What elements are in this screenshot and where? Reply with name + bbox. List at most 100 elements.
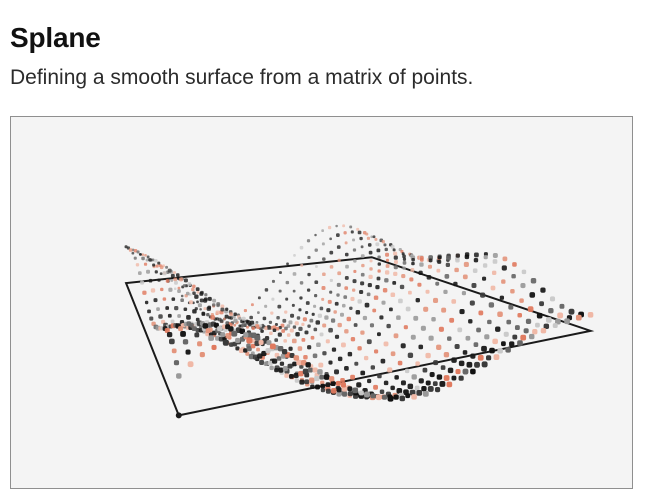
surface-point: [302, 317, 307, 322]
surface-point: [285, 297, 289, 301]
surface-point: [197, 341, 203, 347]
surface-point: [454, 343, 460, 350]
surface-point: [360, 330, 365, 335]
surface-point: [320, 387, 326, 393]
surface-point: [142, 290, 147, 295]
surface-point: [437, 259, 442, 264]
surface-point: [330, 381, 336, 387]
surface-point: [350, 337, 356, 342]
surface-point: [325, 339, 330, 344]
surface-point: [415, 361, 420, 366]
surface-point: [148, 278, 153, 283]
surface-point: [454, 267, 459, 273]
surface-point: [304, 379, 310, 385]
surface-point: [394, 375, 399, 380]
surface-point: [445, 262, 451, 267]
surface-point: [447, 336, 452, 341]
surface-point: [474, 361, 480, 368]
surface-point: [481, 345, 487, 352]
surface-point: [426, 274, 432, 280]
surface-point: [292, 325, 297, 329]
surface-point: [300, 359, 307, 366]
surface-point: [480, 292, 486, 298]
surface-point: [260, 329, 264, 333]
surface-point: [345, 264, 349, 269]
surface-point: [432, 297, 439, 303]
surface-point: [231, 330, 238, 337]
surface-point: [334, 369, 340, 375]
surface-point: [384, 270, 390, 275]
surface-point: [435, 281, 440, 286]
surface-point: [497, 347, 503, 354]
surface-point: [295, 332, 300, 337]
surface-point: [314, 375, 320, 382]
surface-point: [472, 268, 478, 273]
surface-point: [167, 313, 172, 318]
surface-point: [521, 269, 527, 275]
surface-point: [370, 393, 376, 399]
surface-point: [249, 315, 253, 320]
surface-point: [213, 322, 219, 328]
surface-point: [335, 380, 341, 386]
surface-point: [386, 323, 391, 329]
surface-point: [232, 341, 238, 347]
surface-point: [510, 288, 515, 294]
surface-point: [352, 279, 357, 284]
surface-point: [360, 245, 364, 249]
surface-point: [451, 357, 457, 363]
surface-point: [174, 305, 179, 311]
surface-point: [155, 264, 159, 268]
surface-point: [375, 284, 380, 290]
surface-point: [381, 300, 386, 305]
surface-point: [310, 335, 315, 340]
surface-point: [293, 355, 300, 361]
surface-point: [185, 291, 190, 296]
surface-point: [183, 278, 188, 283]
surface-point: [285, 280, 290, 285]
surface-point: [407, 352, 414, 359]
surface-point: [336, 293, 340, 297]
surface-point: [368, 274, 373, 280]
surface-point: [446, 255, 451, 261]
surface-point: [275, 326, 280, 331]
surface-point: [402, 254, 406, 259]
surface-point: [545, 317, 552, 323]
surface-point: [304, 330, 309, 335]
surface-point: [409, 277, 414, 282]
surface-point: [425, 352, 431, 359]
surface-point: [292, 361, 297, 367]
surface-point: [441, 307, 447, 313]
surface-point: [160, 287, 164, 292]
surface-point: [387, 367, 393, 373]
surface-point: [313, 304, 317, 308]
surface-point: [283, 339, 287, 343]
surface-point: [296, 359, 302, 366]
surface-point: [158, 314, 163, 319]
surface-3d-viewer[interactable]: [10, 116, 633, 489]
surface-point: [344, 252, 349, 257]
surface-point: [535, 322, 540, 328]
surface-point: [128, 248, 133, 252]
surface-point: [317, 313, 322, 318]
surface-point: [512, 334, 518, 340]
surface-point: [436, 344, 442, 350]
surface-point: [252, 354, 259, 360]
surface-point: [335, 224, 338, 228]
surface-point: [397, 360, 403, 366]
surface-point: [434, 387, 441, 393]
surface-point: [300, 263, 304, 267]
surface-plot-canvas[interactable]: [11, 117, 632, 488]
surface-point: [358, 390, 364, 396]
surface-point: [471, 283, 477, 288]
surface-point: [559, 303, 565, 309]
surface-point: [422, 391, 429, 397]
surface-point: [277, 345, 284, 352]
surface-point: [270, 311, 274, 315]
surface-point: [439, 380, 446, 387]
surface-point: [344, 241, 348, 245]
surface-point: [274, 338, 279, 342]
surface-point: [293, 254, 296, 257]
surface-point: [150, 288, 156, 293]
surface-point: [365, 232, 369, 236]
surface-points: [124, 224, 594, 402]
